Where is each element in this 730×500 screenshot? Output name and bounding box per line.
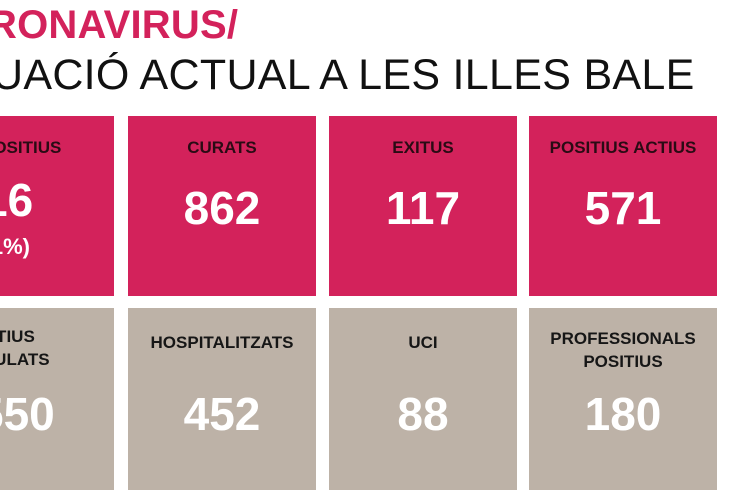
tile-positius-actius: POSITIUS ACTIUS 571	[529, 116, 717, 296]
tile-exitus: EXITUS 117	[329, 116, 517, 296]
tile-value: 16	[0, 174, 34, 226]
tile-label-line2: MULATS	[0, 350, 50, 369]
tile-uci: UCI 88	[329, 308, 517, 490]
tile-value: 571	[584, 182, 662, 234]
tile-value: 452	[183, 388, 261, 440]
tile-label: POSITIUS ACTIUS	[549, 138, 697, 157]
tile-value: 862	[183, 182, 261, 234]
tile-professionals-positius: PROFESSIONALS POSITIUS 180	[529, 308, 717, 490]
tile-label: POSITIUS	[0, 138, 62, 157]
tile-curats: CURATS 862	[128, 116, 316, 296]
title-situacio-actual: UACIÓ ACTUAL A LES ILLES BALE	[0, 51, 695, 99]
title-coronavirus: RONAVIRUS/	[0, 3, 239, 47]
tile-label: EXITUS	[392, 138, 454, 157]
tile-value: 180	[584, 388, 662, 440]
tile-sub-percent: +1%)	[0, 234, 30, 259]
tile-total-positius: POSITIUS 16 +1%)	[0, 116, 114, 296]
tile-label: HOSPITALITZATS	[150, 333, 294, 352]
tile-label-line1: PROFESSIONALS	[550, 329, 696, 348]
tile-label-line1: SITIUS	[0, 327, 35, 346]
tile-positius-acumulats: SITIUS MULATS 550	[0, 308, 114, 490]
tile-label-line2: POSITIUS	[583, 352, 663, 371]
tile-value: 550	[0, 388, 55, 440]
tile-label: UCI	[408, 333, 438, 352]
tile-value: 117	[385, 182, 461, 234]
tile-value: 88	[397, 388, 449, 440]
tile-hospitalitzats: HOSPITALITZATS 452	[128, 308, 316, 490]
tile-label: CURATS	[187, 138, 257, 157]
